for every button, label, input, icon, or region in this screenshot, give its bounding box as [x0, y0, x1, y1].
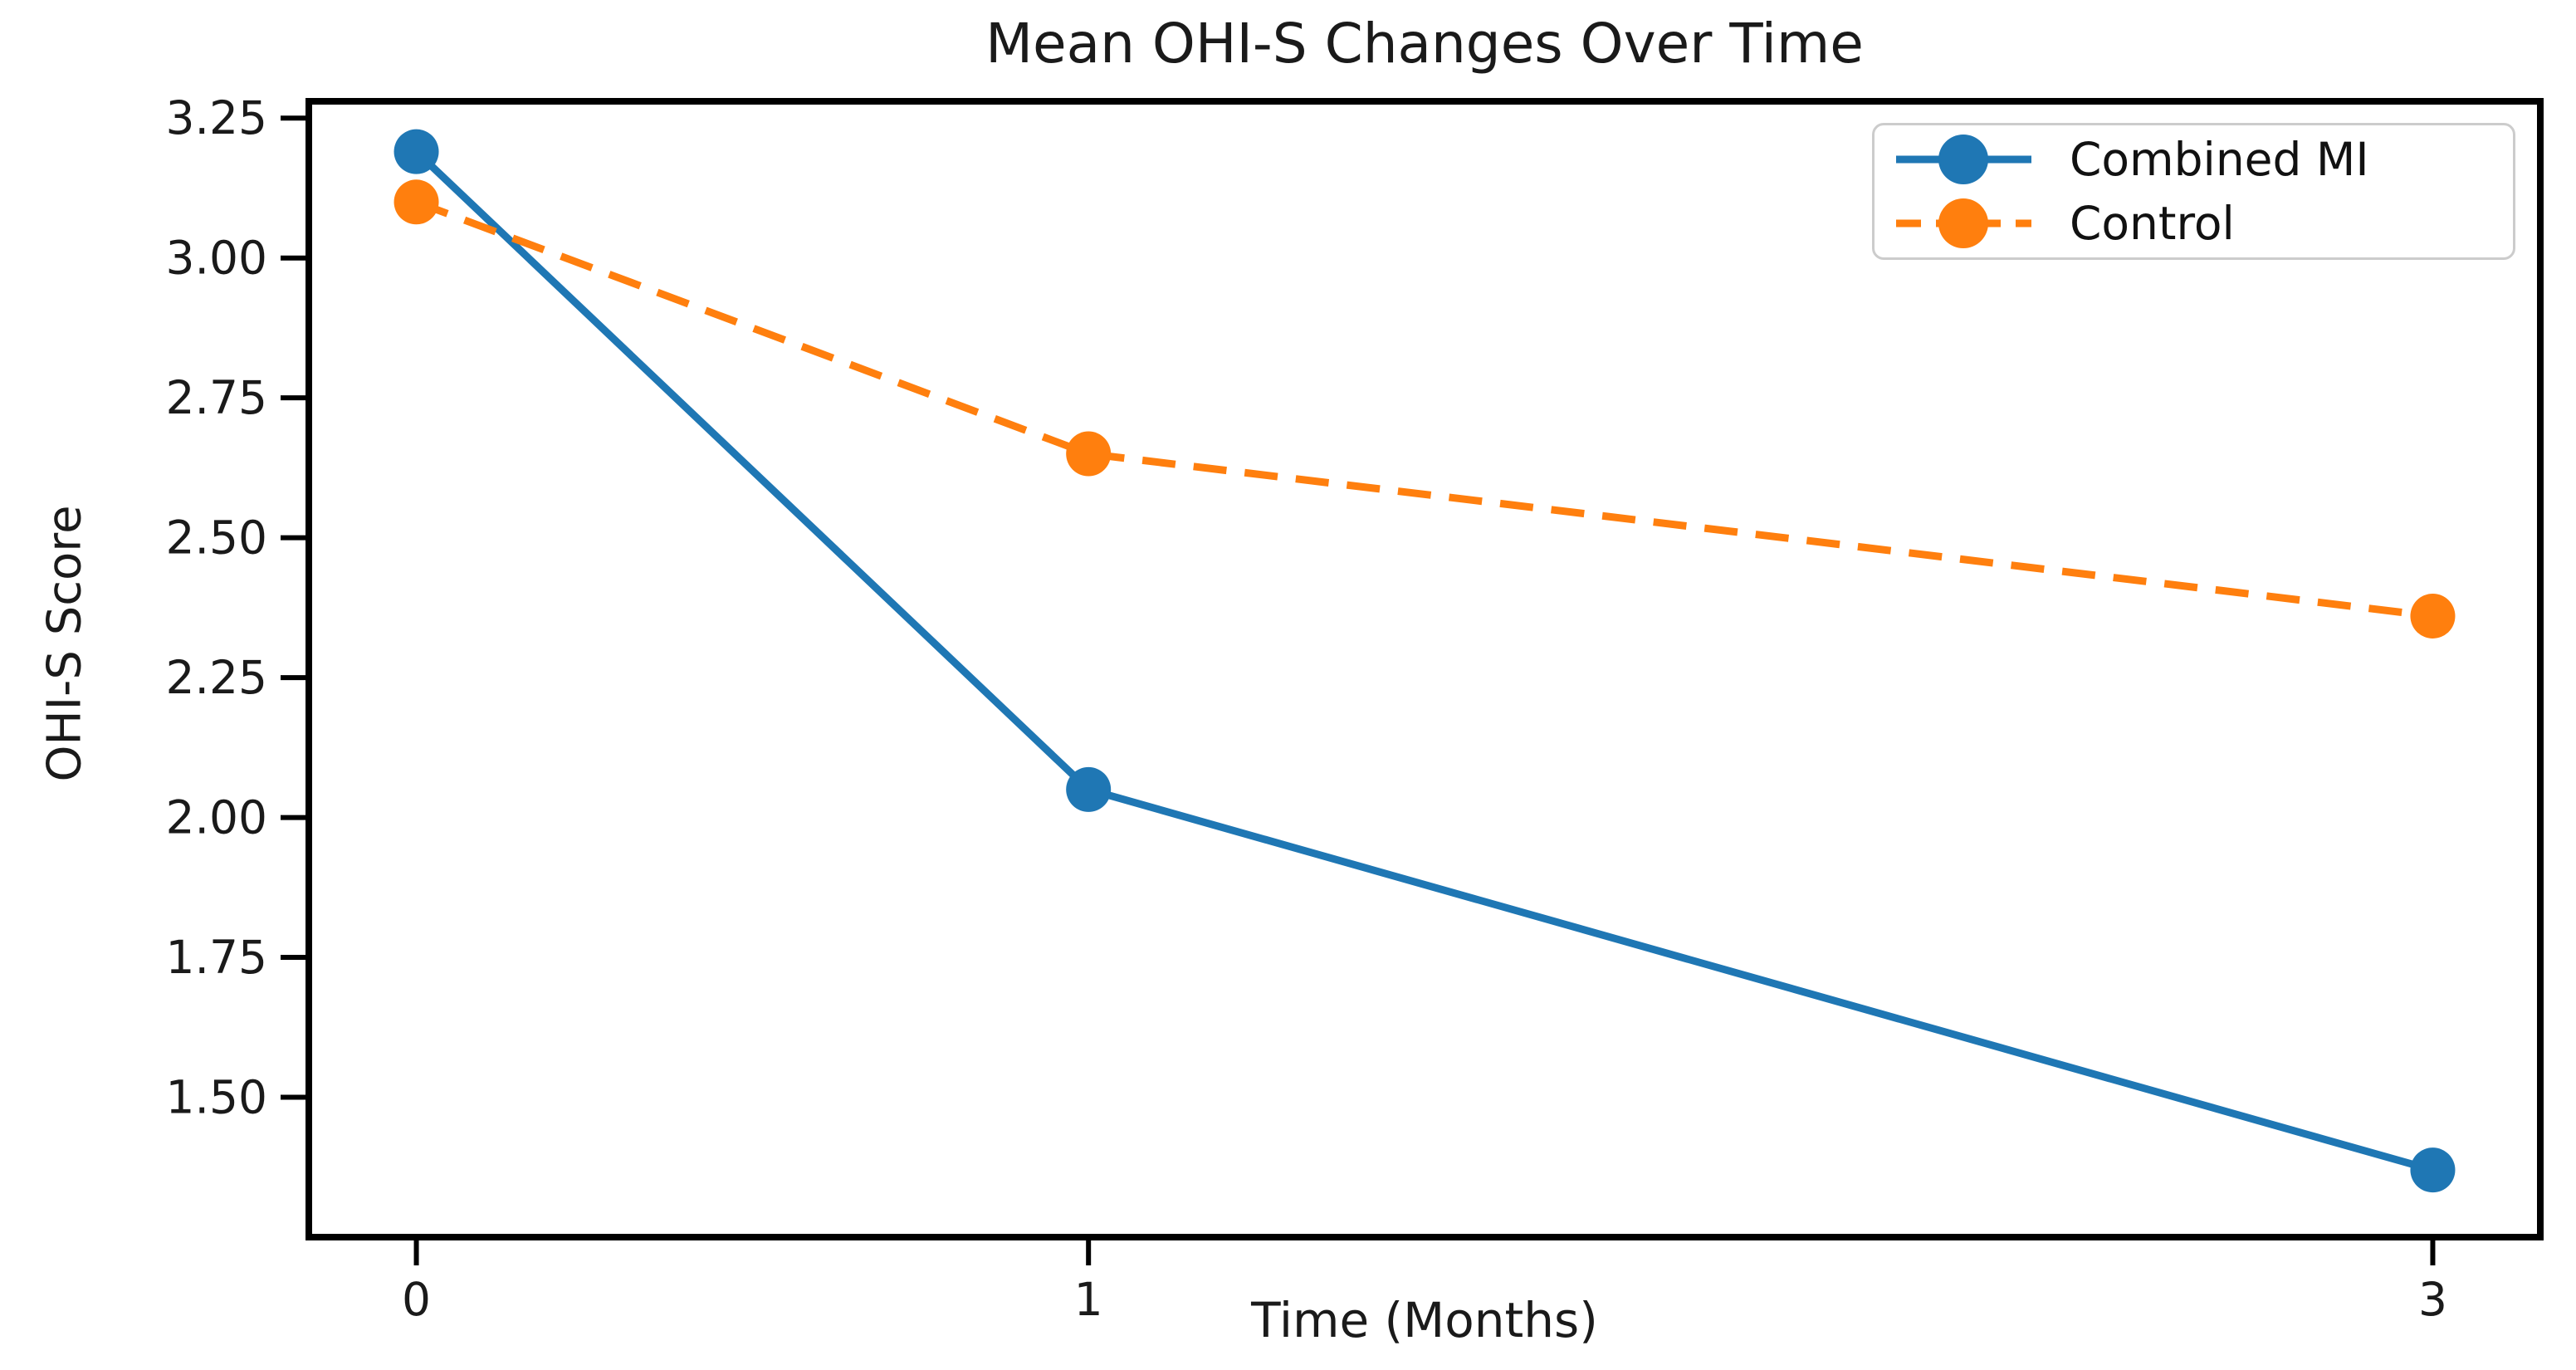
- legend-item-control: Control: [1891, 194, 2513, 252]
- legend-label-control: Control: [2070, 196, 2235, 250]
- series-marker-combined-mi: [2410, 1147, 2456, 1193]
- y-tick-label: 2.50: [166, 511, 267, 565]
- series-marker-control: [1066, 431, 1112, 477]
- y-tick-label: 2.00: [166, 791, 267, 844]
- series-marker-control: [2410, 593, 2456, 639]
- chart-title: Mean OHI-S Changes Over Time: [985, 12, 1864, 76]
- x-tick-label: 1: [1074, 1273, 1103, 1326]
- legend-swatch-solid-line-icon: [1896, 135, 2031, 185]
- legend-item-combined-mi: Combined MI: [1891, 130, 2513, 188]
- legend-swatch-dashed-line-icon: [1896, 198, 2031, 248]
- x-axis-label: Time (Months): [1251, 1292, 1598, 1348]
- y-tick-label: 1.50: [166, 1071, 267, 1124]
- x-tick-label: 0: [402, 1273, 431, 1326]
- plot-frame: [306, 98, 2544, 1240]
- legend-label-combined-mi: Combined MI: [2070, 133, 2369, 187]
- y-tick-label: 2.75: [166, 371, 267, 424]
- series-line-combined-mi: [413, 149, 2434, 1174]
- y-tick-label: 2.25: [166, 651, 267, 704]
- series-marker-combined-mi: [393, 129, 439, 174]
- y-axis-label: OHI-S Score: [37, 505, 92, 782]
- x-tick-label: 3: [2418, 1273, 2447, 1326]
- y-tick-label: 3.25: [166, 91, 267, 144]
- series-line-control: [414, 198, 2433, 620]
- y-tick-label: 1.75: [166, 931, 267, 984]
- y-tick-label: 3.00: [166, 232, 267, 285]
- legend: Combined MI Control: [1872, 123, 2515, 260]
- series-marker-control: [393, 179, 439, 225]
- series-marker-combined-mi: [1066, 766, 1112, 812]
